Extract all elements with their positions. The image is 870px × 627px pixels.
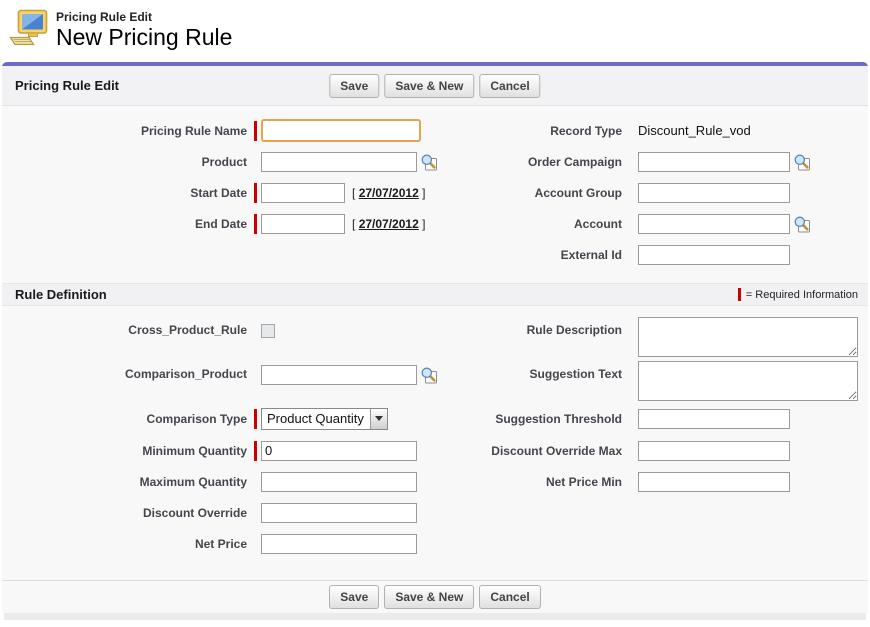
breadcrumb: Pricing Rule Edit bbox=[56, 10, 153, 24]
desktop-computer-icon bbox=[9, 9, 48, 46]
product-label: Product bbox=[201, 154, 247, 169]
form-row: External Id bbox=[2, 239, 868, 270]
required-marker bbox=[254, 120, 257, 141]
lookup-icon bbox=[421, 154, 437, 170]
form-row: Cross_Product_Rule Rule Description bbox=[2, 314, 868, 358]
suggestion-text-textarea[interactable] bbox=[638, 361, 858, 401]
section-header-pricing-rule-edit: Pricing Rule Edit Save Save & New Cancel bbox=[2, 66, 868, 106]
section-title: Rule Definition bbox=[15, 287, 107, 302]
start-date-today-link-wrap: [ 27/07/2012 ] bbox=[352, 185, 426, 200]
rule-definition-form: Cross_Product_Rule Rule Description Comp… bbox=[2, 306, 868, 580]
account-label: Account bbox=[574, 216, 622, 231]
account-group-label: Account Group bbox=[534, 185, 622, 200]
save-button[interactable]: Save bbox=[329, 73, 380, 98]
save-and-new-button[interactable]: Save & New bbox=[384, 73, 475, 98]
form-row: Maximum Quantity Net Price Min bbox=[2, 466, 868, 497]
net-price-label: Net Price bbox=[194, 536, 247, 551]
panel-footer-strip bbox=[4, 613, 866, 620]
required-marker bbox=[737, 288, 741, 301]
required-marker bbox=[254, 182, 257, 203]
required-information-legend: = Required Information bbox=[737, 288, 858, 301]
product-lookup-button[interactable] bbox=[420, 153, 438, 171]
order-campaign-input[interactable] bbox=[638, 151, 790, 172]
suggestion-text-label: Suggestion Text bbox=[529, 367, 622, 381]
cross-product-rule-label: Cross_Product_Rule bbox=[128, 323, 247, 337]
order-campaign-lookup-button[interactable] bbox=[793, 153, 811, 171]
form-row: Minimum Quantity Discount Override Max bbox=[2, 435, 868, 466]
form-row: Start Date [ 27/07/2012 ] Account Group bbox=[2, 177, 868, 208]
external-id-input[interactable] bbox=[638, 244, 790, 265]
suggestion-threshold-input[interactable] bbox=[638, 408, 790, 429]
maximum-quantity-input[interactable] bbox=[261, 471, 417, 492]
account-lookup-button[interactable] bbox=[793, 215, 811, 233]
pricing-rule-name-input[interactable] bbox=[261, 119, 421, 142]
form-row: End Date [ 27/07/2012 ] Account bbox=[2, 208, 868, 239]
comparison-type-label: Comparison Type bbox=[146, 411, 247, 426]
form-row: Comparison Type Product Quantity Suggest… bbox=[2, 402, 868, 435]
minimum-quantity-input[interactable] bbox=[261, 440, 417, 461]
form-row: Discount Override bbox=[2, 497, 868, 528]
lookup-icon bbox=[421, 367, 437, 384]
dropdown-button bbox=[369, 408, 387, 429]
lookup-icon bbox=[794, 216, 810, 232]
required-marker bbox=[254, 408, 257, 429]
minimum-quantity-label: Minimum Quantity bbox=[142, 443, 247, 458]
record-type-value: Discount_Rule_vod bbox=[638, 123, 751, 138]
toolbar-top: Save Save & New Cancel bbox=[329, 73, 541, 98]
suggestion-threshold-label: Suggestion Threshold bbox=[495, 411, 622, 426]
discount-override-max-input[interactable] bbox=[638, 440, 790, 461]
maximum-quantity-label: Maximum Quantity bbox=[139, 474, 247, 489]
required-marker bbox=[254, 440, 257, 461]
product-input[interactable] bbox=[261, 151, 417, 172]
comparison-product-lookup-button[interactable] bbox=[420, 366, 438, 384]
required-marker bbox=[254, 213, 257, 234]
comparison-product-input[interactable] bbox=[261, 365, 417, 385]
start-date-label: Start Date bbox=[190, 185, 247, 200]
discount-override-label: Discount Override bbox=[142, 505, 247, 520]
section-title: Pricing Rule Edit bbox=[15, 78, 120, 93]
end-date-label: End Date bbox=[194, 216, 247, 231]
end-date-input[interactable] bbox=[261, 213, 345, 234]
save-button-bottom[interactable]: Save bbox=[329, 585, 380, 609]
comparison-product-label: Comparison_Product bbox=[124, 367, 247, 381]
toolbar-bottom: Save Save & New Cancel bbox=[2, 580, 868, 613]
edit-section-form: Pricing Rule Name Record Type Discount_R… bbox=[2, 106, 868, 283]
cancel-button-bottom[interactable]: Cancel bbox=[479, 585, 541, 609]
order-campaign-label: Order Campaign bbox=[527, 154, 622, 169]
cancel-button[interactable]: Cancel bbox=[479, 73, 541, 98]
net-price-min-label: Net Price Min bbox=[545, 474, 622, 489]
page-header: Pricing Rule Edit New Pricing Rule bbox=[0, 0, 870, 62]
account-group-input[interactable] bbox=[638, 182, 790, 203]
net-price-min-input[interactable] bbox=[638, 471, 790, 492]
lookup-icon bbox=[794, 154, 810, 170]
edit-panel: Pricing Rule Edit Save Save & New Cancel… bbox=[2, 62, 868, 620]
rule-description-textarea[interactable] bbox=[638, 317, 858, 357]
save-and-new-button-bottom[interactable]: Save & New bbox=[384, 585, 475, 609]
discount-override-max-label: Discount Override Max bbox=[491, 443, 622, 458]
account-input[interactable] bbox=[638, 213, 790, 234]
form-row: Pricing Rule Name Record Type Discount_R… bbox=[2, 115, 868, 146]
page-title: New Pricing Rule bbox=[56, 24, 233, 50]
net-price-input[interactable] bbox=[261, 533, 417, 554]
section-header-rule-definition: Rule Definition = Required Information bbox=[2, 283, 868, 306]
start-date-today-link[interactable]: 27/07/2012 bbox=[358, 185, 419, 200]
end-date-today-link[interactable]: 27/07/2012 bbox=[358, 216, 419, 231]
form-row: Comparison_Product Suggestion Text bbox=[2, 358, 868, 402]
discount-override-input[interactable] bbox=[261, 502, 417, 523]
pricing-rule-name-label: Pricing Rule Name bbox=[140, 123, 247, 138]
rule-description-label: Rule Description bbox=[526, 323, 622, 337]
form-row: Net Price bbox=[2, 528, 868, 559]
comparison-type-select[interactable]: Product Quantity bbox=[261, 407, 388, 430]
cross-product-rule-checkbox[interactable] bbox=[261, 323, 275, 338]
chevron-down-icon bbox=[374, 416, 383, 421]
end-date-today-link-wrap: [ 27/07/2012 ] bbox=[352, 216, 426, 231]
record-type-label: Record Type bbox=[550, 123, 622, 138]
form-row: Product Order Campaign bbox=[2, 146, 868, 177]
external-id-label: External Id bbox=[560, 247, 622, 262]
start-date-input[interactable] bbox=[261, 182, 345, 203]
